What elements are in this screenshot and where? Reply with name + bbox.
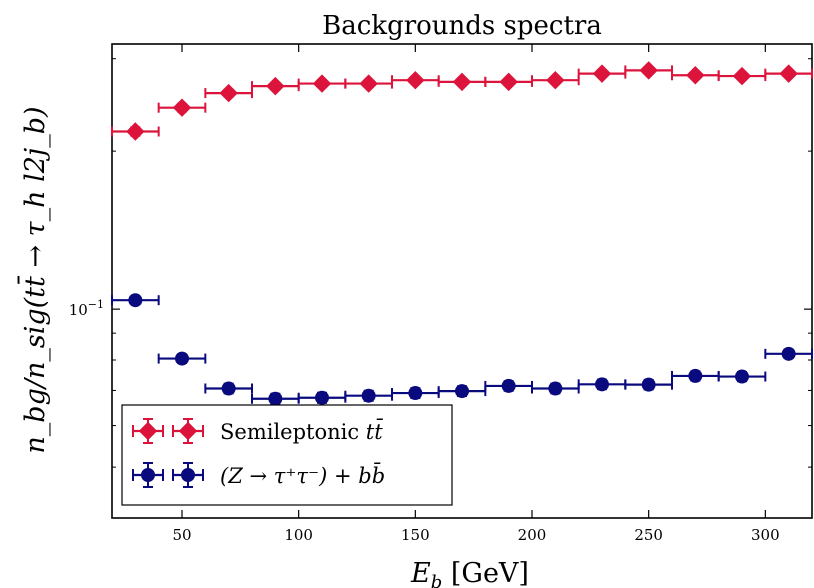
x-tick-label: 150 — [401, 526, 430, 544]
data-point — [297, 390, 347, 405]
data-point — [624, 61, 673, 80]
y-tick-label: 10−1 — [69, 298, 104, 319]
data-point — [437, 72, 487, 92]
series-0 — [111, 61, 813, 141]
legend-diamond-marker — [138, 421, 158, 441]
diamond-marker — [592, 64, 612, 83]
legend-markers — [132, 418, 204, 488]
data-point — [204, 83, 253, 103]
y-axis-label: n_bg/n_sig(tt̄ → τ_h l2j_b) — [16, 106, 51, 453]
legend-diamond-marker — [178, 421, 198, 441]
chart-title: Backgrounds spectra — [322, 11, 602, 41]
data-point — [717, 66, 767, 86]
x-tick-label: 100 — [284, 526, 313, 544]
circle-marker — [781, 346, 796, 361]
series-1 — [111, 293, 813, 406]
diamond-marker — [499, 72, 518, 92]
legend-symbol — [172, 418, 204, 444]
diamond-marker — [359, 74, 378, 93]
x-axis-label-unit: [GeV] — [442, 558, 529, 588]
circle-marker — [315, 390, 329, 405]
diamond-marker — [686, 66, 705, 85]
data-point — [251, 76, 300, 96]
circle-marker — [735, 369, 749, 384]
data-point — [111, 293, 160, 308]
data-point — [157, 351, 207, 366]
diamond-marker — [219, 83, 238, 103]
diamond-marker — [406, 71, 425, 90]
data-point — [577, 64, 627, 83]
data-point — [717, 369, 767, 384]
data-point — [344, 388, 393, 403]
circle-marker — [501, 378, 516, 393]
x-axis-label-sub: b — [431, 572, 443, 588]
circle-marker — [408, 386, 423, 401]
diamond-marker — [639, 61, 658, 80]
legend-label-semileptonic: Semileptonic tt̄ — [220, 418, 383, 444]
legend-circle-marker — [141, 468, 155, 482]
data-point — [577, 377, 627, 392]
data-point — [764, 64, 813, 83]
x-tick-label: 300 — [751, 526, 780, 544]
legend-label-z-tautau-math: (Z → τ⁺τ⁻) + bb̄ — [220, 462, 385, 488]
x-axis-label-main: E — [410, 558, 431, 588]
plot-frame — [111, 43, 813, 519]
legend-label-semileptonic-math: tt̄ — [366, 418, 384, 444]
legend-symbol — [172, 462, 204, 488]
data-point — [437, 384, 487, 399]
circle-marker — [688, 368, 703, 383]
data-series — [111, 61, 813, 406]
circle-marker — [641, 377, 656, 392]
circle-marker — [268, 391, 283, 406]
data-point — [391, 386, 440, 401]
data-point — [157, 98, 207, 117]
diamond-marker — [732, 66, 752, 86]
data-point — [204, 381, 253, 396]
data-point — [344, 74, 393, 93]
x-tick-label: 250 — [634, 526, 663, 544]
data-point — [251, 391, 300, 406]
circle-marker — [361, 388, 376, 403]
circle-marker — [455, 384, 469, 399]
circle-marker — [128, 293, 143, 308]
data-point — [484, 378, 533, 393]
diamond-marker — [452, 72, 472, 92]
diamond-marker — [779, 64, 798, 83]
data-point — [624, 377, 673, 392]
x-axis-label: Eb [GeV] — [410, 558, 529, 588]
legend-box — [121, 404, 453, 506]
diamond-marker — [312, 74, 332, 93]
circle-marker — [221, 381, 236, 396]
legend-circle-marker — [181, 468, 195, 482]
circle-marker — [548, 381, 563, 396]
diamond-marker — [172, 98, 192, 117]
x-tick-label: 50 — [172, 526, 191, 544]
diamond-marker — [126, 122, 145, 141]
diamond-marker — [266, 76, 285, 96]
data-point — [297, 74, 347, 93]
diamond-marker — [546, 71, 565, 90]
data-point — [764, 346, 813, 361]
axis-ticks: 50 100 150 200 250 300 10−1 — [69, 44, 812, 544]
data-point — [531, 71, 580, 90]
legend-symbol — [132, 462, 164, 488]
legend-symbol — [132, 418, 164, 444]
legend-label-z-tautau: (Z → τ⁺τ⁻) + bb̄ — [220, 462, 385, 488]
circle-marker — [595, 377, 609, 392]
data-point — [671, 368, 720, 383]
legend: Semileptonic tt̄ (Z → τ⁺τ⁻) + bb̄ — [121, 404, 453, 506]
data-point — [111, 122, 160, 141]
circle-marker — [175, 351, 189, 366]
data-point — [484, 72, 533, 92]
x-tick-label: 200 — [518, 526, 547, 544]
data-point — [391, 71, 440, 90]
data-point — [531, 381, 580, 396]
legend-label-semileptonic-text: Semileptonic — [220, 420, 366, 444]
data-point — [671, 66, 720, 85]
